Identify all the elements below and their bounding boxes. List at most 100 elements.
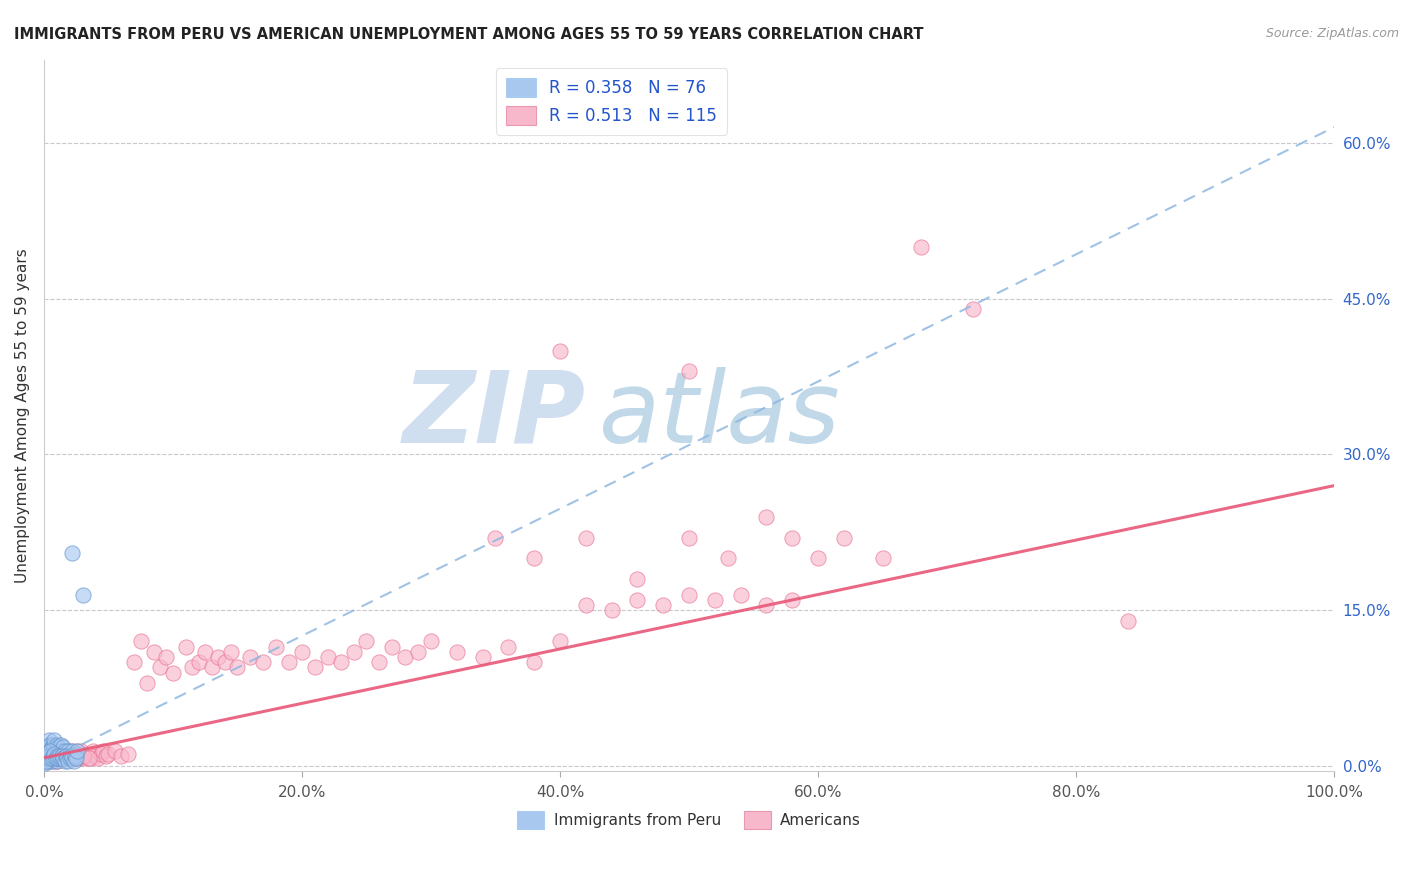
Point <box>46 751 69 765</box>
Point <box>56 751 79 765</box>
Point <box>471 650 494 665</box>
Point <box>35 751 58 765</box>
Point <box>65 747 87 761</box>
Point <box>69 748 91 763</box>
Point <box>37 751 59 765</box>
Y-axis label: Unemployment Among Ages 55 to 59 years: Unemployment Among Ages 55 to 59 years <box>15 248 30 582</box>
Point <box>75 748 97 763</box>
Point <box>52 751 75 765</box>
Point <box>122 655 145 669</box>
Point <box>55 748 77 763</box>
Point <box>44 743 66 757</box>
Point <box>41 748 63 763</box>
Point <box>194 645 217 659</box>
Point <box>67 751 90 765</box>
Point <box>53 743 76 757</box>
Point <box>66 743 89 757</box>
Point <box>44 740 66 755</box>
Point <box>59 748 82 763</box>
Point <box>65 747 87 761</box>
Point <box>39 747 62 761</box>
Point <box>42 747 65 761</box>
Point <box>63 751 86 765</box>
Point <box>49 751 72 765</box>
Point <box>291 645 314 659</box>
Point <box>110 748 132 763</box>
Point <box>498 640 520 654</box>
Point <box>129 634 152 648</box>
Point <box>678 364 700 378</box>
Point <box>523 655 546 669</box>
Point <box>55 748 77 763</box>
Point <box>59 751 82 765</box>
Point <box>42 739 65 753</box>
Point <box>66 743 89 757</box>
Point <box>39 743 62 757</box>
Point <box>278 655 301 669</box>
Point <box>575 598 598 612</box>
Point <box>38 754 60 768</box>
Point <box>52 748 75 763</box>
Point <box>38 754 60 768</box>
Point <box>678 588 700 602</box>
Point <box>60 751 83 765</box>
Point <box>97 747 120 761</box>
Point <box>214 655 236 669</box>
Point <box>51 743 73 757</box>
Point <box>368 655 391 669</box>
Point <box>52 743 75 757</box>
Point <box>44 747 66 761</box>
Point <box>420 634 443 648</box>
Point <box>53 754 76 768</box>
Point <box>44 733 66 747</box>
Point <box>45 747 67 761</box>
Point <box>46 751 69 765</box>
Point <box>72 588 94 602</box>
Point <box>72 751 94 765</box>
Point <box>53 748 76 763</box>
Point <box>45 754 67 768</box>
Point <box>755 598 778 612</box>
Point <box>37 751 59 765</box>
Point <box>48 748 70 763</box>
Point <box>49 748 72 763</box>
Point <box>201 660 224 674</box>
Point <box>39 751 62 765</box>
Point <box>72 748 94 763</box>
Point <box>484 531 506 545</box>
Point <box>76 747 98 761</box>
Point <box>600 603 623 617</box>
Point <box>910 239 932 253</box>
Point <box>181 660 204 674</box>
Point <box>52 740 75 755</box>
Point <box>62 748 84 763</box>
Point <box>42 747 65 761</box>
Point <box>446 645 468 659</box>
Point <box>39 743 62 757</box>
Point <box>162 665 184 680</box>
Point <box>91 743 114 757</box>
Point <box>37 748 59 763</box>
Point <box>53 751 76 765</box>
Point <box>70 743 93 757</box>
Point <box>41 740 63 755</box>
Point <box>329 655 352 669</box>
Point <box>59 748 82 763</box>
Point <box>84 748 107 763</box>
Point <box>264 640 287 654</box>
Point <box>44 751 66 765</box>
Point <box>394 650 416 665</box>
Point <box>37 740 59 755</box>
Point <box>44 751 66 765</box>
Point <box>48 743 70 757</box>
Point <box>872 551 894 566</box>
Point <box>41 751 63 765</box>
Point <box>226 660 249 674</box>
Point <box>35 748 58 763</box>
Point <box>48 743 70 757</box>
Point <box>117 747 139 761</box>
Point <box>207 650 229 665</box>
Point <box>381 640 404 654</box>
Point <box>46 740 69 755</box>
Point <box>38 747 60 761</box>
